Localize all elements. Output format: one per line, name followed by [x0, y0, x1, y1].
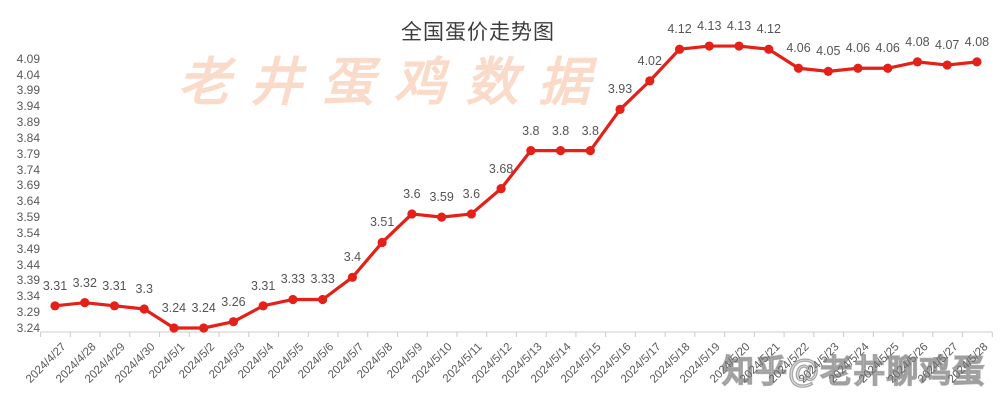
y-axis-tick-label: 3.89 [16, 115, 40, 130]
data-point-label: 4.07 [935, 38, 960, 53]
data-point-marker [853, 63, 863, 73]
data-point-marker [883, 63, 893, 73]
data-point-marker [466, 209, 476, 219]
data-point-label: 3.31 [102, 278, 127, 293]
data-point-marker [318, 294, 328, 305]
data-point-marker [109, 301, 120, 311]
data-point-marker [496, 184, 506, 194]
y-axis-tick-label: 3.79 [16, 146, 40, 161]
data-point-marker [407, 209, 417, 219]
data-point-marker [437, 212, 447, 222]
data-point-label: 3.33 [280, 272, 306, 287]
data-point-label: 3.8 [581, 123, 599, 138]
data-point-label: 3.31 [42, 278, 68, 293]
y-axis-tick-label: 4.04 [16, 67, 40, 82]
data-point-marker [526, 145, 536, 156]
data-point-marker [972, 57, 982, 67]
data-point-marker [645, 76, 655, 86]
data-point-label: 4.13 [697, 19, 722, 34]
data-point-label: 3.6 [462, 186, 481, 201]
data-point-label: 3.31 [251, 278, 276, 293]
data-point-label: 3.8 [551, 123, 570, 138]
data-point-label: 3.26 [221, 294, 246, 309]
data-point-marker [347, 272, 357, 282]
data-point-marker [139, 304, 149, 314]
data-point-marker [585, 145, 595, 156]
data-point-label: 3.68 [488, 161, 514, 176]
data-point-label: 4.12 [667, 22, 692, 37]
y-axis-tick-label: 3.49 [16, 241, 40, 256]
data-point-marker [199, 323, 209, 333]
data-point-marker [555, 145, 566, 156]
data-point-label: 3.33 [310, 272, 335, 287]
data-point-label: 4.06 [875, 41, 900, 56]
data-point-label: 4.13 [726, 19, 752, 34]
data-point-label: 4.06 [786, 41, 811, 56]
data-point-marker [942, 60, 952, 70]
data-point-marker [80, 298, 90, 308]
y-axis-tick-label: 3.44 [16, 257, 40, 272]
data-point-label: 4.12 [756, 22, 781, 37]
data-point-label: 4.05 [816, 44, 841, 59]
y-axis-tick-label: 3.59 [16, 210, 40, 225]
y-axis-tick-label: 3.99 [16, 83, 40, 98]
data-point-marker [912, 57, 923, 67]
chart-title: 全国蛋价走势图 [401, 21, 555, 44]
data-point-label: 4.06 [845, 41, 871, 56]
data-point-label: 3.32 [72, 275, 97, 290]
data-point-marker [377, 237, 387, 248]
data-point-marker [258, 301, 268, 311]
y-axis-tick-label: 3.29 [16, 305, 40, 320]
data-point-label: 3.6 [403, 186, 421, 201]
data-point-marker [704, 41, 714, 51]
y-axis-tick-label: 3.94 [16, 99, 40, 114]
data-point-marker [793, 63, 804, 73]
data-point-marker [169, 323, 179, 333]
y-axis-tick-label: 3.39 [16, 273, 40, 288]
data-point-label: 3.4 [343, 250, 362, 265]
data-point-label: 3.24 [191, 301, 216, 315]
data-point-label: 3.24 [161, 301, 187, 315]
data-point-label: 4.08 [905, 34, 930, 49]
y-axis-tick-label: 3.69 [16, 178, 40, 193]
data-point-marker [50, 301, 60, 311]
data-point-marker [734, 41, 744, 51]
data-point-label: 3.59 [429, 190, 454, 205]
data-point-marker [288, 294, 298, 305]
data-point-label: 3.8 [522, 123, 540, 138]
data-point-marker [674, 44, 685, 54]
y-axis-tick-label: 3.24 [16, 321, 40, 335]
data-point-marker [228, 317, 239, 327]
y-axis-tick-label: 3.34 [16, 289, 40, 304]
y-axis-tick-label: 3.64 [16, 194, 40, 209]
y-axis-tick-label: 3.54 [16, 225, 40, 240]
data-point-label: 3.51 [369, 215, 395, 230]
y-axis-tick-label: 3.74 [16, 162, 40, 177]
data-point-label: 4.02 [637, 53, 662, 68]
data-point-label: 3.3 [135, 281, 153, 296]
data-point-marker [823, 66, 833, 76]
data-point-label: 3.93 [607, 82, 633, 97]
data-point-marker [615, 104, 625, 115]
price-line [53, 44, 979, 330]
data-point-marker [764, 44, 774, 54]
y-axis-tick-label: 4.09 [16, 51, 40, 66]
y-axis-tick-label: 3.84 [16, 130, 40, 145]
data-point-label: 4.08 [964, 34, 990, 49]
